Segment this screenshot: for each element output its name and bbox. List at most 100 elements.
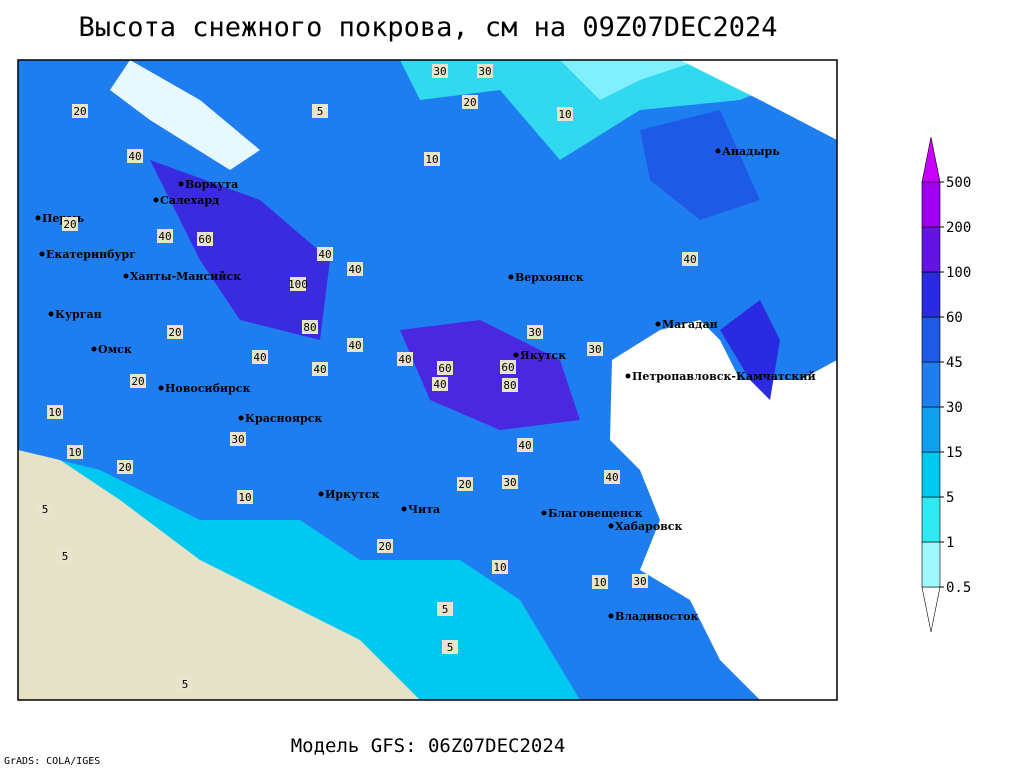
contour-label: 30 [503,476,516,489]
contour-label: 10 [593,576,606,589]
city-label: Курган [55,308,102,321]
contour-label-box [72,104,88,118]
contour-label-box [432,377,448,391]
city-dot [123,273,129,279]
contour-label: 5 [42,503,49,516]
colorbar-label: 0.5 [946,580,971,596]
contour-label: 20 [63,218,76,231]
contour-label: 10 [558,108,571,121]
contour-label-box [502,475,518,489]
city-label: Салехард [160,194,219,207]
contour-label: 10 [425,153,438,166]
contour-label: 60 [438,362,451,375]
contour-label-box [502,378,518,392]
credit: GrADS: COLA/IGES [4,756,100,767]
city-dot [158,385,164,391]
contour-label-box [67,445,83,459]
city-dot [238,415,244,421]
colorbar-label: 60 [946,310,963,326]
colorbar-label: 30 [946,400,963,416]
map [17,59,838,701]
city-label: Владивосток [615,610,699,623]
contour-label: 40 [518,439,531,452]
city-label: Екатеринбург [46,248,136,261]
colorbar-segment [921,271,941,318]
contour-label: 5 [182,678,189,691]
contour-label-box [237,490,253,504]
title: Высота снежного покрова, см на 09Z07DEC2… [79,12,778,43]
contour-label: 10 [68,446,81,459]
contour-label: 30 [588,343,601,356]
contour-label-box [290,277,306,291]
contour-label: 60 [198,233,211,246]
colorbar-segment [921,541,941,588]
city-label: Красноярск [245,412,322,425]
contour-label: 100 [288,278,308,291]
contour-label: 40 [605,471,618,484]
contour-label: 40 [433,378,446,391]
contour-label: 30 [231,433,244,446]
contour-label-box [37,502,53,516]
colorbar-label: 15 [946,445,963,461]
colorbar-label: 500 [946,175,971,191]
city-dot [178,181,184,187]
city-label: Благовещенск [548,507,643,520]
colorbar-segment [921,586,941,633]
city-label: Омск [98,343,132,356]
city-dot [625,373,631,379]
contour-label-box [347,338,363,352]
contour-label-box [517,438,533,452]
city-dot [35,215,41,221]
contour-label: 5 [442,603,449,616]
contour-label: 80 [503,379,516,392]
contour-label-box [177,677,193,691]
contour-label: 5 [62,550,69,563]
city-label: Верхоянск [515,271,584,284]
contour-label-box [47,405,63,419]
contour-label-box [442,640,458,654]
city-label: Петропавловск-Камчатский [632,370,816,383]
contour-label-box [632,574,648,588]
contour-label: 40 [398,353,411,366]
city-dot [513,352,519,358]
city-label: Магадан [662,318,718,331]
colorbar-label: 100 [946,265,971,281]
contour-label-box [557,107,573,121]
city-dot [541,510,547,516]
city-dot [48,311,54,317]
contour-label: 40 [318,248,331,261]
contour-label: 20 [168,326,181,339]
contour-label: 30 [433,65,446,78]
contour-label-box [437,361,453,375]
contour-label: 40 [313,363,326,376]
city-dot [153,197,159,203]
contour-label-box [682,252,698,266]
contour-label-box [157,229,173,243]
contour-label: 10 [48,406,61,419]
city-label: Якутск [520,349,566,362]
contour-label: 5 [447,641,454,654]
contour-label: 5 [317,105,324,118]
contour-label-box [477,64,493,78]
colorbar-label: 5 [946,490,954,506]
contour-label-box [117,460,133,474]
contour-label-box [462,95,478,109]
contour-label: 30 [478,65,491,78]
contour-label-box [457,477,473,491]
colorbar-segment [921,451,941,498]
contour-label-box [57,549,73,563]
contour-label-box [167,325,183,339]
contour-label-box [587,342,603,356]
colorbar-segment [921,316,941,363]
contour-label-box [252,350,268,364]
contour-label: 20 [118,461,131,474]
colorbar-label: 1 [946,535,954,551]
model-footer: Модель GFS: 06Z07DEC2024 [291,735,566,757]
colorbar-segment [921,226,941,273]
contour-label-box [377,539,393,553]
contour-label: 20 [131,375,144,388]
city-label: Воркута [185,178,238,191]
city-dot [608,523,614,529]
contour-label-box [130,374,146,388]
contour-label: 20 [73,105,86,118]
